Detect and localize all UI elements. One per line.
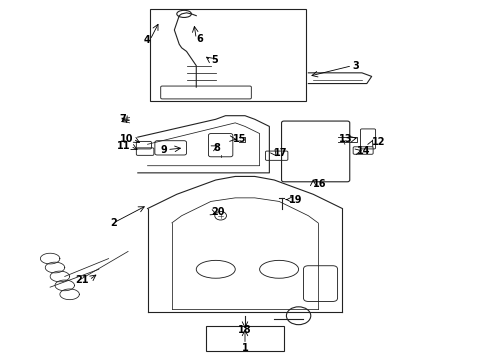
Text: 16: 16 [313,179,327,189]
Text: 15: 15 [233,134,246,144]
Text: 20: 20 [211,207,224,217]
Text: 17: 17 [274,148,288,158]
Text: 4: 4 [143,35,150,45]
Text: 14: 14 [357,147,370,157]
Text: 18: 18 [238,325,252,335]
Text: 10: 10 [120,134,133,144]
Text: 5: 5 [211,55,218,65]
Text: 9: 9 [160,145,167,155]
Text: 2: 2 [110,218,117,228]
Text: 19: 19 [289,195,302,204]
Text: 11: 11 [117,141,130,151]
Text: 8: 8 [213,143,220,153]
Text: 1: 1 [242,343,248,353]
Text: 7: 7 [119,114,125,124]
Text: 6: 6 [196,34,203,44]
Text: 12: 12 [372,138,385,148]
Text: 21: 21 [75,275,89,285]
Text: 3: 3 [352,61,359,71]
Text: 13: 13 [339,134,352,144]
